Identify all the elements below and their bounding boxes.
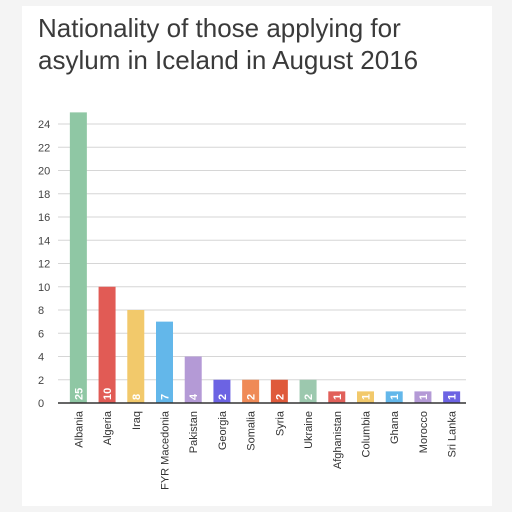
data-label: 8 (131, 394, 143, 400)
x-tick-label: Sri Lanka (447, 410, 459, 457)
bar (357, 391, 374, 403)
x-tick-label: Pakistan (188, 411, 200, 453)
x-tick-label: Columbia (361, 410, 373, 457)
bar (242, 379, 260, 403)
bar (385, 391, 403, 403)
data-label: 1 (361, 394, 373, 400)
x-tick-label: Albania (73, 410, 85, 448)
data-label: 2 (246, 394, 258, 400)
data-label: 7 (160, 394, 172, 400)
y-tick-label: 2 (38, 375, 44, 387)
data-label: 1 (418, 394, 430, 400)
data-label: 10 (102, 388, 114, 400)
bar (299, 379, 317, 403)
y-tick-label: 12 (38, 259, 50, 271)
x-tick-label: Morocco (418, 411, 430, 453)
bar (127, 310, 145, 403)
x-tick-label: Iraq (131, 411, 143, 430)
x-tick-label: Ukraine (303, 411, 315, 449)
chart-title: Nationality of those applying for asylum… (38, 13, 419, 75)
bar (213, 379, 231, 403)
y-tick-label: 4 (38, 352, 44, 364)
data-label: 1 (447, 394, 459, 400)
y-tick-label: 24 (38, 119, 50, 131)
y-tick-label: 14 (38, 235, 50, 247)
y-tick-label: 18 (38, 189, 50, 201)
x-tick-label: FYR Macedonia (160, 410, 172, 490)
y-tick-label: 16 (38, 212, 50, 224)
bar (98, 286, 116, 403)
y-tick-label: 6 (38, 328, 44, 340)
data-label: 2 (303, 394, 315, 400)
bar (270, 379, 288, 403)
x-tick-label: Afghanistan (332, 411, 344, 469)
y-tick-label: 20 (38, 166, 50, 178)
bar (414, 391, 432, 403)
bar (443, 391, 461, 403)
y-tick-label: 0 (38, 398, 44, 410)
bar (328, 391, 346, 403)
chart-card: Nationality of those applying for asylum… (22, 6, 492, 506)
bar (69, 112, 87, 403)
y-tick-label: 10 (38, 282, 50, 294)
x-tick-label: Syria (274, 410, 286, 436)
y-tick-label: 22 (38, 142, 50, 154)
data-label: 2 (274, 394, 286, 400)
bar (184, 356, 202, 403)
y-tick-label: 8 (38, 305, 44, 317)
data-label: 1 (389, 394, 401, 400)
bar (156, 321, 173, 403)
x-tick-label: Somalia (246, 410, 258, 451)
data-label: 4 (188, 393, 200, 400)
x-tick-label: Algeria (102, 410, 114, 445)
data-label: 25 (73, 388, 85, 400)
x-tick-label: Ghana (389, 410, 401, 444)
x-tick-label: Georgia (217, 410, 229, 450)
data-label: 2 (217, 394, 229, 400)
data-label: 1 (332, 394, 344, 400)
